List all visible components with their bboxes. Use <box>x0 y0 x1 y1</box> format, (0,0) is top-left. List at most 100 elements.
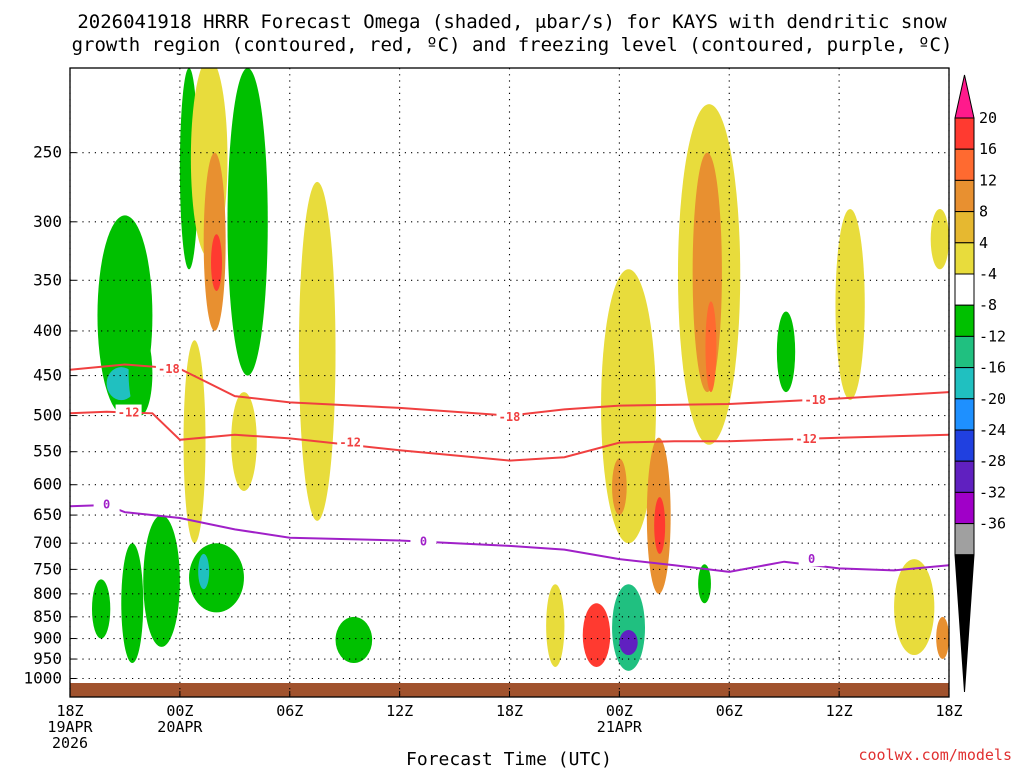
omega-blob-16 <box>582 603 611 667</box>
contour-label-zero-2: 0 <box>808 552 815 566</box>
x-tick-label-18-0: 12Z <box>386 702 413 720</box>
y-tick-label-1000: 1000 <box>23 668 62 687</box>
omega-blob-14 <box>231 392 257 491</box>
y-tick-label-650: 650 <box>33 505 62 524</box>
colorbar-bin-4 <box>954 242 975 275</box>
x-tick-label-6-0: 00Z <box>166 702 193 720</box>
omega-blob-11 <box>189 543 244 613</box>
contour-label-minus12-1: -12 <box>339 436 361 450</box>
x-tick-label-24-0: 18Z <box>496 702 523 720</box>
colorbar-bin-0 <box>954 117 975 150</box>
y-tick-label-300: 300 <box>33 212 62 231</box>
y-tick-label-250: 250 <box>33 143 62 162</box>
colorbar: 20 16 12 8 4 -4 -8 -12 -16 -20 -24 -28 -32 -36 <box>954 74 1006 693</box>
contour-label-bg-minus18-0 <box>155 360 182 376</box>
y-tick-label-700: 700 <box>33 533 62 552</box>
colorbar-label-11: -28 <box>979 452 1006 470</box>
contour-label-minus12-2: -12 <box>795 432 817 446</box>
omega-blob-31 <box>546 584 565 667</box>
x-axis-label: Forecast Time (UTC) <box>406 749 612 768</box>
colorbar-label-7: -12 <box>979 327 1006 345</box>
x-tick-label-36-0: 06Z <box>716 702 743 720</box>
omega-blob-12 <box>198 553 210 590</box>
colorbar-bin-3 <box>954 211 975 244</box>
omega-blob-27 <box>835 208 865 401</box>
contour-line-minus12 <box>70 410 949 462</box>
contour-label-zero-1: 0 <box>420 535 427 549</box>
omega-blob-15 <box>335 616 373 664</box>
colorbar-label-0: 20 <box>979 109 997 127</box>
omega-blob-28 <box>930 208 949 270</box>
y-axis: 250 300 350 400 450 500 550 600 650 700 750 800 850 9… <box>23 143 76 687</box>
contour-label-bg-zero-0 <box>93 496 120 512</box>
contour-label-minus18-1: -18 <box>499 410 521 424</box>
y-tick-label-350: 350 <box>33 270 62 289</box>
omega-blob-13 <box>298 181 336 521</box>
omega-blob-30 <box>698 564 711 604</box>
contour-label-minus18-0: -18 <box>158 362 180 376</box>
grid-layer <box>69 68 950 697</box>
colorbar-bin-7 <box>954 335 975 369</box>
colorbar-bin-5 <box>954 273 975 306</box>
omega-blob-32 <box>183 340 206 544</box>
colorbar-label-4: 4 <box>979 234 988 252</box>
y-tick-label-450: 450 <box>33 366 62 385</box>
colorbar-label-3: 8 <box>979 203 988 221</box>
y-tick-label-850: 850 <box>33 607 62 626</box>
y-tick-label-900: 900 <box>33 629 62 648</box>
contour-layer: -18 -18 -18 -12 -12 -12 0 0 0 <box>70 360 949 573</box>
x-tick-label-0-2: 2026 <box>52 734 88 752</box>
colorbar-label-6: -8 <box>979 296 997 314</box>
colorbar-label-1: 16 <box>979 140 997 158</box>
omega-shading-layer <box>91 68 949 671</box>
contour-label-bg-minus12-0 <box>115 404 142 420</box>
y-tick-label-950: 950 <box>33 649 62 668</box>
colorbar-label-2: 12 <box>979 171 997 189</box>
x-tick-label-0-0: 18Z <box>56 702 83 720</box>
colorbar-label-13: -36 <box>979 515 1006 533</box>
colorbar-bottom-triangle <box>954 554 975 693</box>
omega-blob-26 <box>776 311 796 393</box>
colorbar-bin-8 <box>954 367 975 400</box>
colorbar-bin-2 <box>954 179 975 213</box>
colorbar-bin-10 <box>954 429 975 462</box>
omega-blob-17 <box>612 584 646 671</box>
colorbar-label-12: -32 <box>979 483 1006 501</box>
colorbar-label-9: -20 <box>979 390 1006 408</box>
x-tick-label-42-0: 12Z <box>826 702 853 720</box>
omega-blob-33 <box>936 616 949 660</box>
contour-label-bg-minus12-1 <box>337 434 364 450</box>
y-tick-label-750: 750 <box>33 559 62 578</box>
omega-blob-22 <box>654 497 666 554</box>
contour-label-bg-minus12-2 <box>793 431 820 447</box>
omega-blob-8 <box>143 515 180 647</box>
omega-blob-18 <box>619 630 638 656</box>
y-tick-label-400: 400 <box>33 321 62 340</box>
x-tick-label-6-1: 20APR <box>157 718 203 736</box>
omega-blob-9 <box>91 579 111 639</box>
contour-label-minus18-2: -18 <box>804 393 826 407</box>
omega-blob-2 <box>128 330 153 416</box>
colorbar-label-8: -16 <box>979 359 1006 377</box>
contour-label-minus12-0: -12 <box>118 406 140 420</box>
omega-blob-4 <box>227 68 268 376</box>
omega-blob-29 <box>894 559 935 656</box>
y-tick-label-800: 800 <box>33 584 62 603</box>
site-credit: coolwx.com/models <box>858 746 1012 764</box>
chart-title-line2: growth region (contoured, red, ºC) and f… <box>72 34 953 56</box>
colorbar-bin-9 <box>954 398 975 431</box>
colorbar-label-10: -24 <box>979 421 1006 439</box>
x-tick-label-30-1: 21APR <box>597 718 643 736</box>
chart-title-line1: 2026041918 HRRR Forecast Omega (shaded, … <box>77 11 947 33</box>
colorbar-bin-1 <box>954 148 975 181</box>
omega-blob-10 <box>121 543 144 664</box>
colorbar-label-5: -4 <box>979 265 997 283</box>
x-tick-label-12-0: 06Z <box>276 702 303 720</box>
y-tick-label-600: 600 <box>33 475 62 494</box>
colorbar-top-triangle <box>954 74 975 119</box>
colorbar-bin-13 <box>954 523 975 556</box>
colorbar-bin-11 <box>954 460 975 493</box>
x-tick-label-48-0: 18Z <box>935 702 962 720</box>
